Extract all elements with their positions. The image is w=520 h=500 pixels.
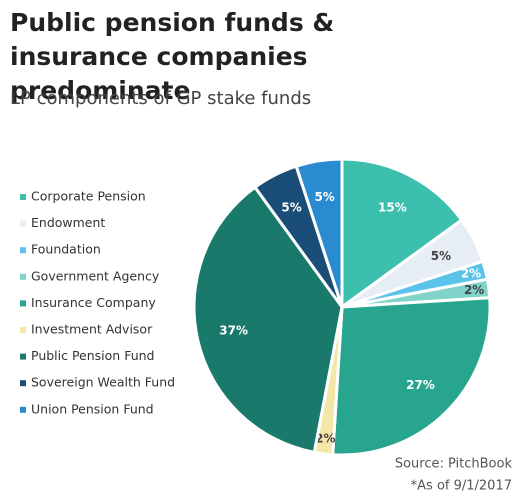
data-label: 5% — [431, 249, 451, 263]
legend-label: Union Pension Fund — [31, 401, 154, 416]
data-label: 2% — [464, 283, 484, 297]
legend-swatch — [20, 300, 26, 307]
legend-swatch — [20, 353, 26, 360]
source: Source: PitchBook — [395, 457, 513, 472]
chart-subtitle: LP components of GP stake funds — [10, 88, 312, 109]
legend-swatch — [20, 247, 26, 254]
data-label: 2% — [461, 266, 481, 280]
pie-slice — [294, 157, 344, 308]
legend-swatch — [20, 194, 26, 200]
pie-slice — [192, 185, 344, 455]
legend-label: Foundation — [31, 242, 101, 257]
pie-slice — [331, 296, 492, 457]
data-label: 15% — [378, 201, 407, 215]
legend-label: Government Agency — [31, 268, 160, 283]
legend-label: Insurance Company — [31, 295, 156, 310]
legend-label: Endowment — [31, 215, 105, 230]
data-label: 5% — [281, 201, 301, 215]
legend-swatch — [20, 273, 26, 280]
legend-swatch — [20, 406, 26, 413]
note: *As of 9/1/2017 — [411, 479, 512, 494]
data-label: 2% — [315, 432, 335, 446]
legend-swatch — [20, 380, 26, 387]
pie-slice — [340, 157, 464, 310]
data-label: 27% — [406, 378, 435, 392]
data-label: 37% — [219, 324, 248, 338]
legend-swatch — [20, 220, 26, 227]
legend-swatch — [20, 327, 26, 333]
legend-label: Public Pension Fund — [31, 348, 155, 363]
chart-title: Public pension funds & insurance compani… — [10, 8, 335, 105]
legend-label: Investment Advisor — [31, 322, 153, 337]
legend-label: Sovereign Wealth Fund — [31, 375, 175, 390]
data-label: 5% — [314, 190, 334, 204]
legend-label: Corporate Pension — [31, 189, 146, 204]
